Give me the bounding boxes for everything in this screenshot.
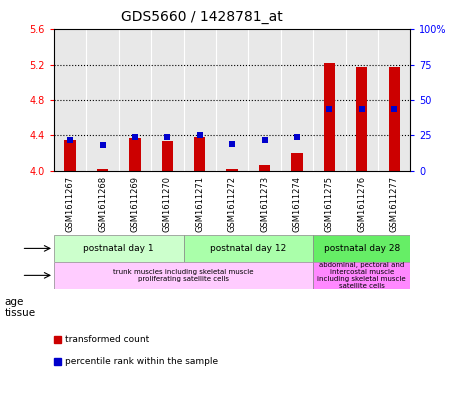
Text: age: age xyxy=(5,297,24,307)
Text: GSM1611277: GSM1611277 xyxy=(390,176,399,232)
Text: GSM1611271: GSM1611271 xyxy=(195,176,204,232)
Text: GSM1611276: GSM1611276 xyxy=(357,176,366,232)
Bar xyxy=(291,153,303,171)
Bar xyxy=(129,138,141,171)
Point xyxy=(228,141,236,147)
Bar xyxy=(54,262,313,289)
Text: postnatal day 28: postnatal day 28 xyxy=(324,244,400,253)
Point xyxy=(293,134,301,140)
Point xyxy=(131,134,139,140)
Text: postnatal day 1: postnatal day 1 xyxy=(83,244,154,253)
Point xyxy=(390,105,398,112)
Point xyxy=(164,134,171,140)
Bar xyxy=(356,68,367,171)
Point xyxy=(261,136,268,143)
Point xyxy=(358,105,365,112)
Text: percentile rank within the sample: percentile rank within the sample xyxy=(65,357,219,365)
Text: GSM1611273: GSM1611273 xyxy=(260,176,269,232)
Bar xyxy=(183,235,313,262)
Text: postnatal day 12: postnatal day 12 xyxy=(210,244,287,253)
Point xyxy=(196,132,204,139)
Point xyxy=(325,105,333,112)
Bar xyxy=(227,169,238,171)
Bar xyxy=(313,262,410,289)
Text: abdominal, pectoral and
intercostal muscle
including skeletal muscle
satellite c: abdominal, pectoral and intercostal musc… xyxy=(318,262,406,289)
Text: GSM1611275: GSM1611275 xyxy=(325,176,334,232)
Text: GSM1611269: GSM1611269 xyxy=(130,176,139,232)
Bar xyxy=(324,63,335,171)
Text: GSM1611274: GSM1611274 xyxy=(293,176,302,232)
Bar xyxy=(54,235,183,262)
Text: tissue: tissue xyxy=(5,308,36,318)
Text: GSM1611270: GSM1611270 xyxy=(163,176,172,232)
Text: GDS5660 / 1428781_at: GDS5660 / 1428781_at xyxy=(121,10,282,24)
Bar xyxy=(194,137,205,171)
Text: GSM1611272: GSM1611272 xyxy=(227,176,237,232)
Bar xyxy=(259,165,270,171)
Text: GSM1611267: GSM1611267 xyxy=(66,176,75,232)
Bar xyxy=(64,140,76,171)
Text: transformed count: transformed count xyxy=(65,335,150,344)
Bar xyxy=(97,169,108,171)
Bar xyxy=(388,66,400,171)
Point xyxy=(67,136,74,143)
Bar xyxy=(313,235,410,262)
Text: trunk muscles including skeletal muscle
proliferating satellite cells: trunk muscles including skeletal muscle … xyxy=(113,269,254,282)
Point xyxy=(99,142,106,149)
Bar xyxy=(162,141,173,171)
Text: GSM1611268: GSM1611268 xyxy=(98,176,107,232)
